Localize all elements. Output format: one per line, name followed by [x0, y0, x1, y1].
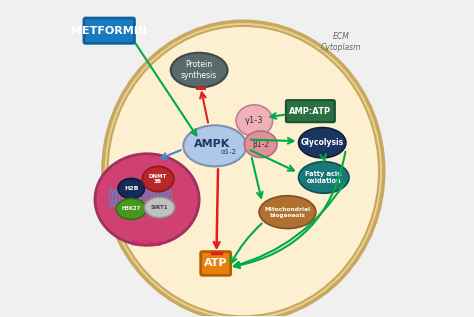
- Ellipse shape: [236, 105, 273, 136]
- Text: γ1-3: γ1-3: [245, 116, 264, 125]
- Text: H2B: H2B: [124, 186, 138, 191]
- Text: METFORMIN: METFORMIN: [71, 26, 147, 36]
- Ellipse shape: [108, 26, 379, 316]
- Text: AMP:ATP: AMP:ATP: [289, 107, 331, 116]
- Text: ATP: ATP: [204, 258, 228, 268]
- FancyBboxPatch shape: [286, 100, 335, 122]
- Ellipse shape: [171, 53, 228, 87]
- Text: Mitochondrial
biogenesis: Mitochondrial biogenesis: [264, 207, 310, 217]
- Ellipse shape: [259, 196, 316, 229]
- Ellipse shape: [95, 154, 199, 245]
- Text: Nucleus: Nucleus: [132, 239, 163, 248]
- Text: β1-2: β1-2: [252, 140, 269, 149]
- Text: H3K27: H3K27: [122, 206, 141, 211]
- Text: Protein
synthesis: Protein synthesis: [181, 61, 217, 80]
- Ellipse shape: [116, 198, 146, 219]
- Ellipse shape: [118, 178, 145, 198]
- Ellipse shape: [142, 166, 174, 192]
- Text: α1-2: α1-2: [221, 149, 237, 155]
- Text: SIRT1: SIRT1: [151, 205, 168, 210]
- Ellipse shape: [145, 197, 175, 218]
- Text: Glycolysis: Glycolysis: [301, 138, 344, 147]
- Text: AMPK: AMPK: [193, 139, 230, 149]
- Text: DNMT
3B: DNMT 3B: [149, 174, 167, 184]
- Ellipse shape: [299, 127, 346, 158]
- Ellipse shape: [299, 162, 349, 193]
- FancyBboxPatch shape: [84, 18, 135, 43]
- Text: ECM
Cytoplasm: ECM Cytoplasm: [321, 32, 361, 52]
- Ellipse shape: [183, 125, 246, 166]
- FancyBboxPatch shape: [201, 252, 231, 275]
- Text: Fatty acid
oxidation: Fatty acid oxidation: [305, 171, 342, 184]
- Ellipse shape: [244, 131, 277, 158]
- Ellipse shape: [103, 21, 384, 317]
